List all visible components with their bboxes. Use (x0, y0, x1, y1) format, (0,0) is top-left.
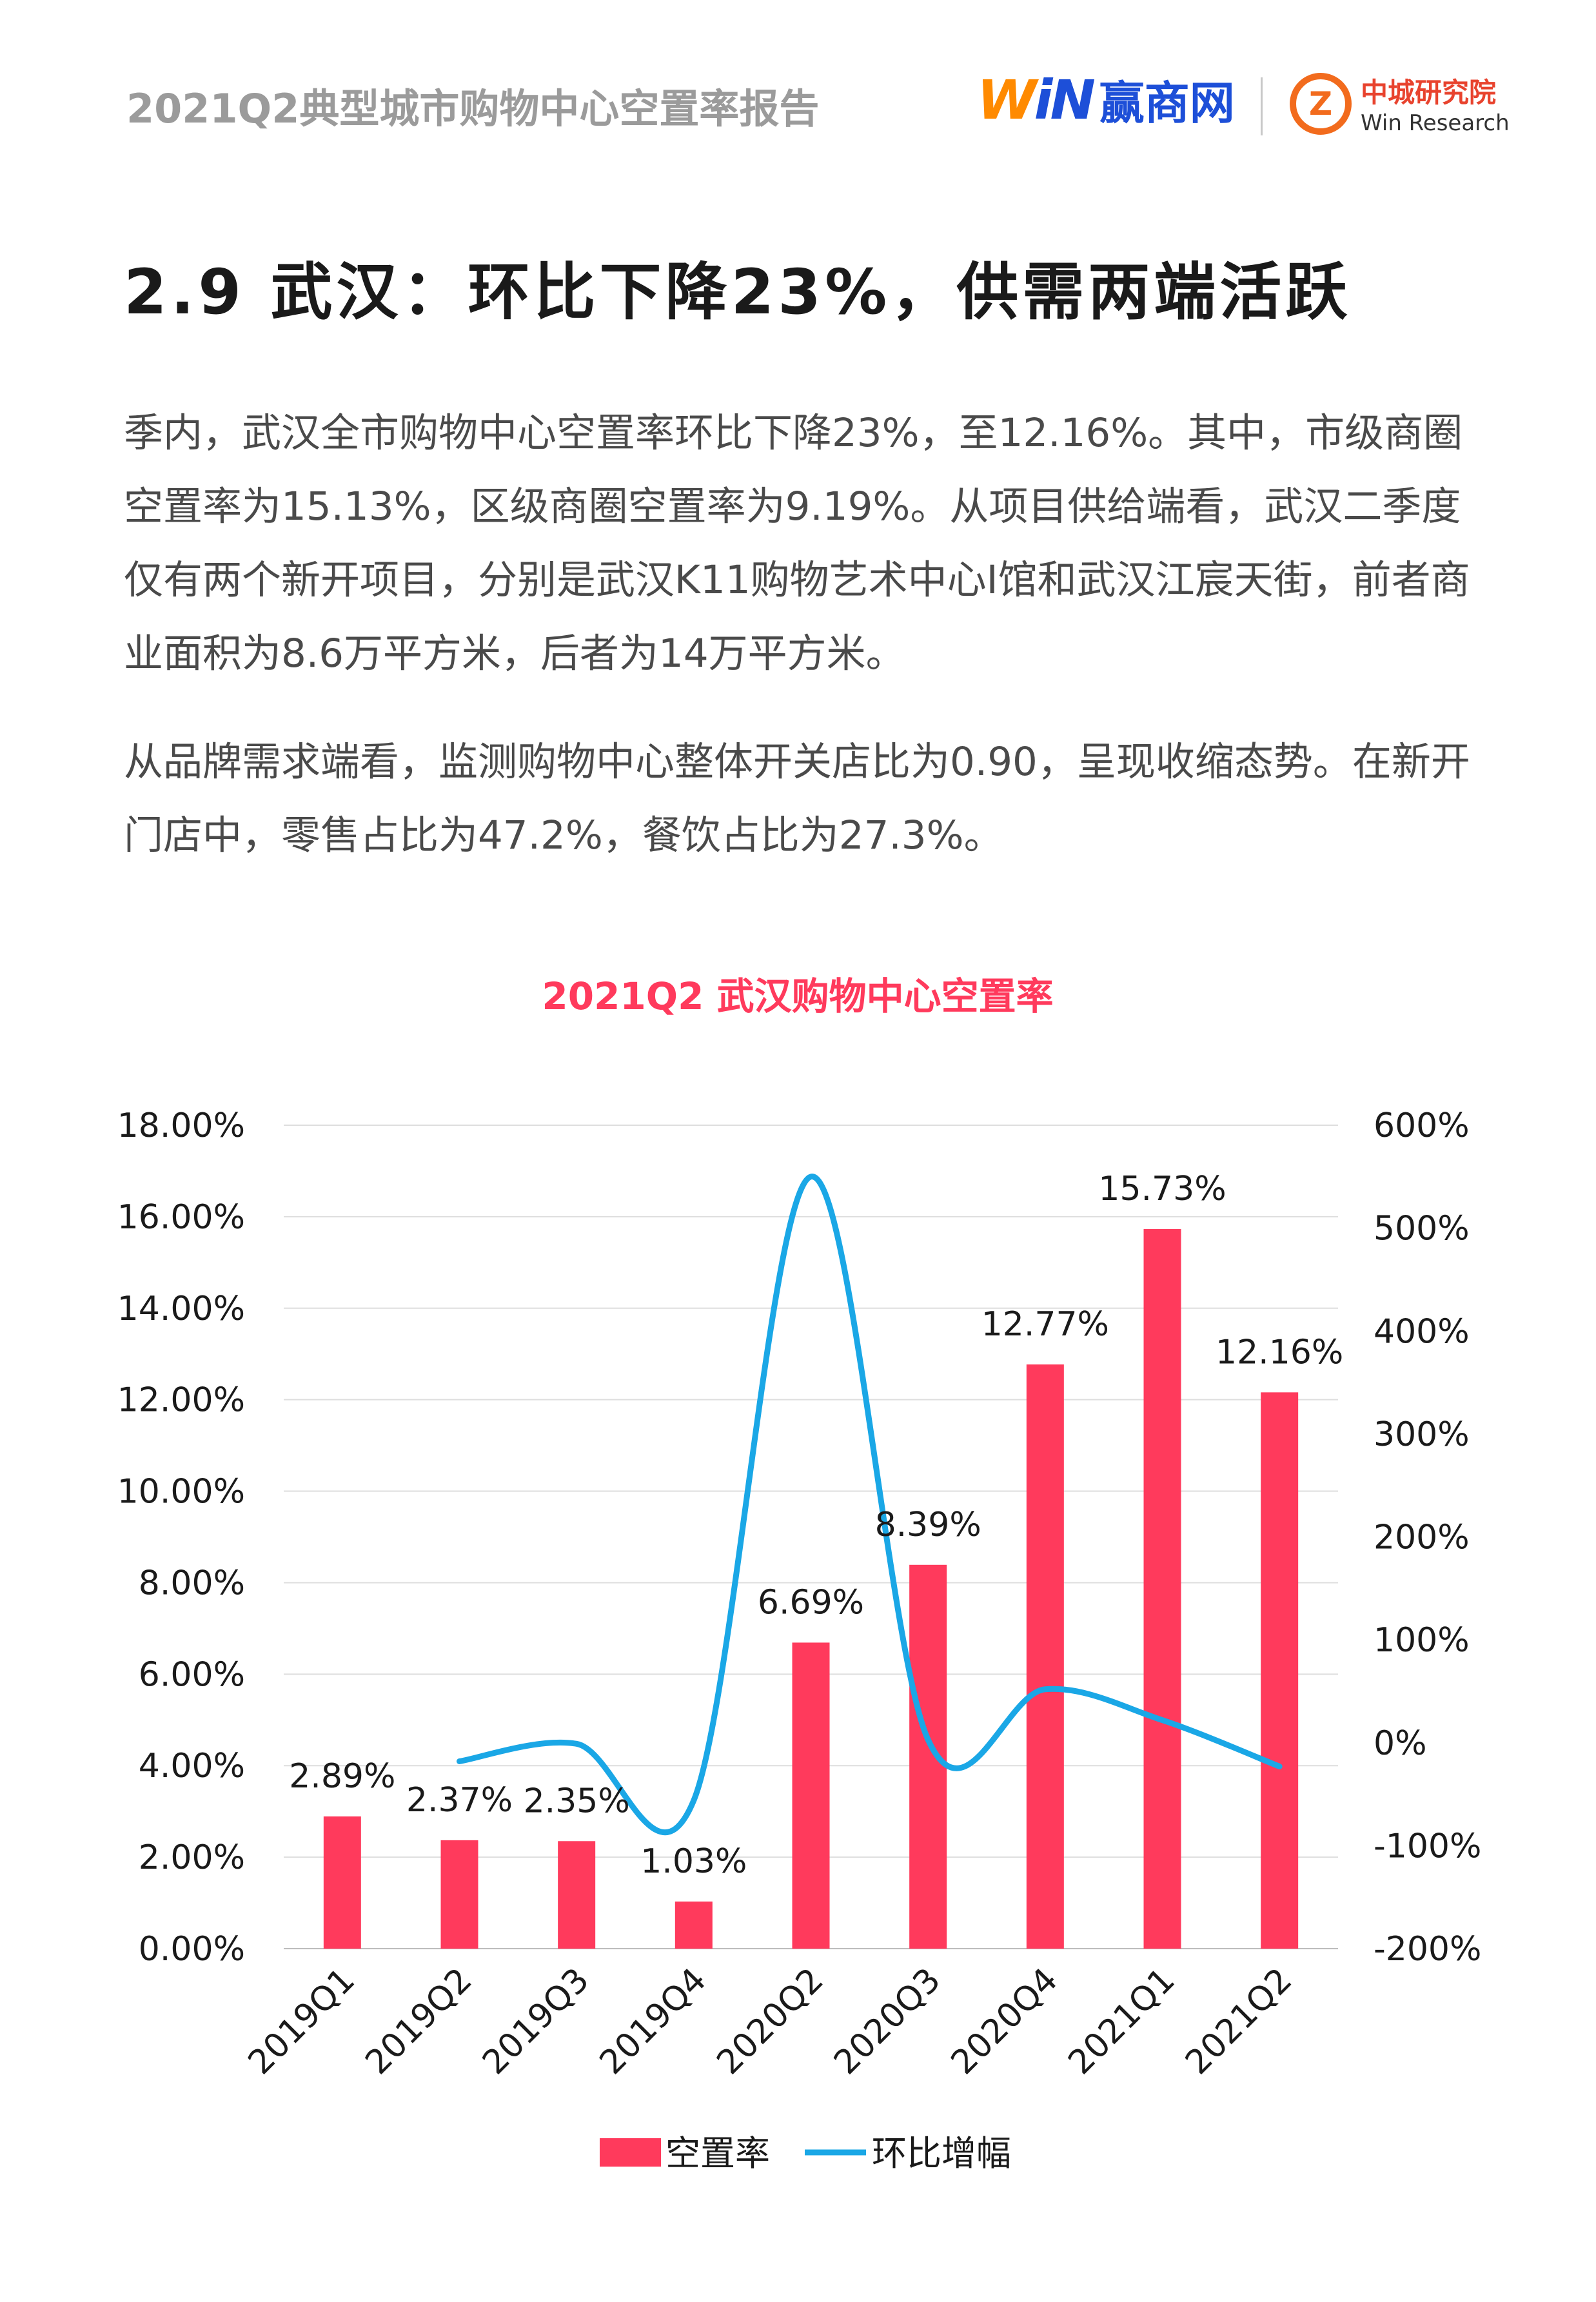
body-paragraph-1: 季内，武汉全市购物中心空置率环比下降23%，至12.16%。其中，市级商圈空置率… (124, 410, 1470, 676)
body-paragraph-2: 从品牌需求端看，监测购物中心整体开关店比为0.90，呈现收缩态势。在新开门店中，… (124, 739, 1470, 858)
legend-label: 空置率 (665, 2133, 770, 2174)
left-axis-tick-label: 0.00% (139, 1930, 245, 1969)
logo-divider (1261, 77, 1263, 135)
bar-data-label: 8.39% (875, 1506, 981, 1544)
report-title: 2021Q2典型城市购物中心空置率报告 (126, 85, 820, 132)
left-axis-tick-label: 12.00% (117, 1381, 245, 1420)
win-research-logo-icon: Z (1290, 72, 1352, 135)
left-axis-tick-label: 4.00% (139, 1747, 245, 1786)
bar-2021Q2 (1261, 1392, 1299, 1949)
chart-legend: 空置率 环比增幅 (600, 2133, 1011, 2174)
bar-series (323, 1229, 1299, 1949)
left-y-axis: 0.00% 2.00% 4.00% 6.00% 8.00% 10.00% 12.00% 14.… (117, 1107, 245, 1969)
right-y-axis: -200% -100% 0% 100% 200% 300% 400% 500% 600% (1374, 1107, 1481, 1969)
right-axis-tick-label: 300% (1374, 1415, 1470, 1454)
x-axis-tick-label: 2019Q2 (358, 1961, 479, 2082)
data-labels: 2.89% 2.37% 2.35% 1.03% 6.69% 8.39% 12.77% 15.7… (289, 1170, 1343, 1881)
bar-data-label: 12.16% (1216, 1333, 1343, 1372)
bar-data-label: 1.03% (640, 1842, 747, 1881)
right-axis-tick-label: -200% (1374, 1930, 1481, 1969)
right-axis-tick-label: -100% (1374, 1827, 1481, 1865)
bar-2020Q4 (1026, 1364, 1064, 1949)
legend-swatch-bar (600, 2138, 661, 2167)
bar-data-label: 12.77% (981, 1305, 1109, 1344)
bar-2020Q2 (792, 1642, 830, 1949)
x-axis-tick-label: 2020Q3 (827, 1961, 948, 2082)
winshang-logo: WiN 赢商网 (977, 67, 1235, 132)
bar-data-label: 2.35% (524, 1782, 630, 1820)
bar-data-label: 6.69% (758, 1583, 864, 1622)
win-logo-mark: WiN (977, 68, 1096, 132)
section-title: 2.9 武汉：环比下降23%，供需两端活跃 (124, 256, 1352, 328)
right-axis-tick-label: 600% (1374, 1107, 1470, 1145)
line-series (457, 1174, 1283, 1835)
right-axis-tick-label: 100% (1374, 1621, 1470, 1660)
left-axis-tick-label: 6.00% (139, 1655, 245, 1694)
x-axis-tick-label: 2020Q4 (944, 1961, 1065, 2082)
left-axis-tick-label: 14.00% (117, 1290, 245, 1328)
x-axis-tick-label: 2021Q2 (1178, 1961, 1299, 2082)
right-axis-tick-label: 400% (1374, 1312, 1470, 1351)
x-axis: 2019Q12019Q22019Q32019Q42020Q22020Q32020… (241, 1961, 1300, 2082)
bar-2019Q3 (558, 1841, 596, 1949)
right-axis-tick-label: 500% (1374, 1210, 1470, 1248)
vacancy-rate-chart: 2021Q2 武汉购物中心空置率 2.89% 2.37% 2.35% 1.03% 6.6… (117, 974, 1482, 2174)
bar-2019Q1 (323, 1816, 361, 1949)
chart-title: 2021Q2 武汉购物中心空置率 (542, 974, 1053, 1018)
x-axis-tick-label: 2021Q1 (1061, 1961, 1182, 2082)
left-axis-tick-label: 10.00% (117, 1473, 245, 1511)
left-axis-tick-label: 8.00% (139, 1564, 245, 1602)
x-axis-tick-label: 2020Q2 (709, 1961, 831, 2082)
x-axis-tick-label: 2019Q4 (593, 1961, 714, 2082)
winshang-logo-text: 赢商网 (1099, 77, 1235, 130)
bar-2021Q1 (1143, 1229, 1181, 1949)
bar-2019Q2 (440, 1840, 478, 1949)
right-axis-tick-label: 200% (1374, 1519, 1470, 1557)
bar-2019Q4 (675, 1901, 713, 1949)
left-axis-tick-label: 16.00% (117, 1198, 245, 1237)
right-axis-tick-label: 0% (1374, 1724, 1427, 1763)
left-axis-tick-label: 2.00% (139, 1838, 245, 1877)
line-path-环比增幅 (457, 1174, 1283, 1835)
win-research-logo: Z 中城研究院 Win Research (1290, 71, 1510, 136)
bar-data-label: 15.73% (1098, 1170, 1226, 1208)
x-axis-tick-label: 2019Q3 (475, 1961, 596, 2082)
bar-data-label: 2.37% (406, 1781, 513, 1820)
legend-label: 环比增幅 (872, 2133, 1011, 2174)
win-research-cn: 中城研究院 (1361, 77, 1497, 108)
left-axis-tick-label: 18.00% (117, 1107, 245, 1145)
x-axis-tick-label: 2019Q1 (241, 1961, 362, 2082)
win-research-en: Win Research (1361, 110, 1510, 136)
bar-data-label: 2.89% (289, 1757, 395, 1796)
